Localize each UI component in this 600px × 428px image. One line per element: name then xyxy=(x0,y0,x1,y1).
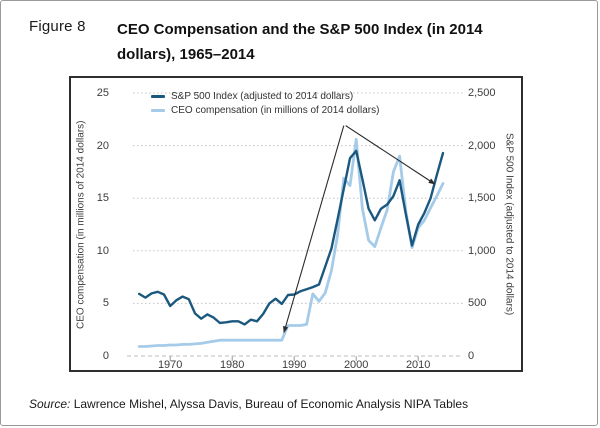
legend-callout-line xyxy=(345,125,434,184)
x-axis-tick-label: 2000 xyxy=(343,359,369,371)
x-axis-tick-label: 1980 xyxy=(219,359,245,371)
legend-label-sp500: S&P 500 Index (adjusted to 2014 dollars) xyxy=(171,91,354,102)
chart-legend: S&P 500 Index (adjusted to 2014 dollars)… xyxy=(151,91,379,119)
x-axis-tick-label: 2010 xyxy=(405,359,431,371)
right-axis-tick-label: 1,000 xyxy=(468,244,496,257)
left-axis-tick-label: 15 xyxy=(96,192,109,205)
sp500-series-line xyxy=(137,149,445,326)
x-axis-tick-label: 1970 xyxy=(157,359,183,371)
legend-label-ceo: CEO compensation (in millions of 2014 do… xyxy=(171,105,380,116)
left-axis-tick-label: 0 xyxy=(102,350,109,362)
left-axis-tick-label: 20 xyxy=(96,139,109,152)
figure-number-label: Figure 8 xyxy=(29,18,86,35)
left-axis-tick-label: 10 xyxy=(96,244,109,257)
left-axis-title: CEO compensation (in millions of 2014 do… xyxy=(75,120,87,329)
right-axis-tick-label: 2,000 xyxy=(468,139,496,152)
left-axis-tick-label: 25 xyxy=(96,87,109,99)
callout-arrowhead xyxy=(428,178,436,185)
legend-callout-line xyxy=(283,125,345,331)
source-note: Source: Lawrence Mishel, Alyssa Davis, B… xyxy=(29,397,468,411)
x-axis-tick-label: 1990 xyxy=(281,359,307,371)
right-axis-tick-label: 1,500 xyxy=(468,192,496,205)
source-prefix: Source: xyxy=(29,397,71,411)
legend-entry-ceo: CEO compensation (in millions of 2014 do… xyxy=(151,105,379,116)
chart-plot-svg xyxy=(127,92,463,361)
legend-entry-sp500: S&P 500 Index (adjusted to 2014 dollars) xyxy=(151,91,379,102)
right-axis-tick-label: 500 xyxy=(468,297,487,310)
figure-title: CEO Compensation and the S&P 500 Index (… xyxy=(117,21,483,63)
ceo-series-line xyxy=(137,137,445,348)
callout-arrowhead xyxy=(283,325,289,334)
sp500-line-swatch xyxy=(151,95,165,98)
right-axis-title: S&P 500 Index (adjusted to 2014 dollars) xyxy=(503,133,515,316)
ceo-line-swatch xyxy=(151,109,165,112)
left-axis-tick-label: 5 xyxy=(102,297,109,310)
right-axis-tick-label: 0 xyxy=(468,350,475,362)
chart-area: 0 0 5 500 10 1,000 15 1,500 20 2,000 25 2,500 1970 19… xyxy=(69,76,523,372)
source-text: Lawrence Mishel, Alyssa Davis, Bureau of… xyxy=(73,397,469,411)
right-axis-tick-label: 2,500 xyxy=(468,87,496,99)
